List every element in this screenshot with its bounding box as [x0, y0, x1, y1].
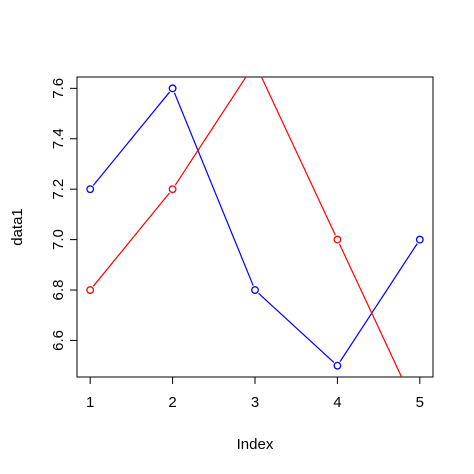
- series-line-segment: [260, 77, 336, 236]
- x-tick-label: 1: [86, 394, 94, 411]
- data-point: [333, 361, 342, 370]
- series-line-segment: [173, 92, 254, 286]
- y-axis: 6.6 6.8 7.0 7.2 7.4 7.6: [50, 78, 78, 351]
- series-2: [86, 60, 424, 420]
- x-tick-label: 4: [333, 394, 341, 411]
- series-1: [86, 84, 424, 370]
- data-point: [417, 413, 424, 420]
- data-point: [252, 60, 259, 67]
- series-line-segment: [338, 243, 403, 377]
- series-line-segment: [258, 292, 335, 363]
- y-tick-label: 6.8: [50, 280, 67, 301]
- series-line-segment: [339, 243, 418, 362]
- series-line-segment: [92, 192, 171, 287]
- x-tick-label: 3: [251, 394, 259, 411]
- plot-frame: [76, 76, 434, 378]
- y-tick-label: 7.6: [50, 78, 67, 99]
- data-point: [168, 185, 177, 194]
- series-line-segment: [174, 77, 247, 186]
- x-axis-label: Index: [237, 436, 274, 453]
- y-tick-label: 7.4: [50, 128, 67, 149]
- data-point: [86, 185, 95, 194]
- data-point: [86, 286, 95, 294]
- y-tick-label: 6.6: [50, 330, 67, 351]
- y-axis-label: data1: [9, 208, 26, 246]
- x-axis: 1 2 3 4 5: [86, 376, 424, 411]
- y-tick-label: 7.2: [50, 179, 67, 200]
- y-tick-label: 7.0: [50, 229, 67, 250]
- data-point: [415, 235, 424, 244]
- data-point: [168, 84, 177, 93]
- x-tick-label: 5: [416, 394, 424, 411]
- series-line-segment: [92, 91, 171, 186]
- series-layer: [86, 60, 424, 420]
- x-tick-label: 2: [168, 394, 176, 411]
- data-point: [251, 286, 259, 294]
- data-point: [333, 235, 342, 244]
